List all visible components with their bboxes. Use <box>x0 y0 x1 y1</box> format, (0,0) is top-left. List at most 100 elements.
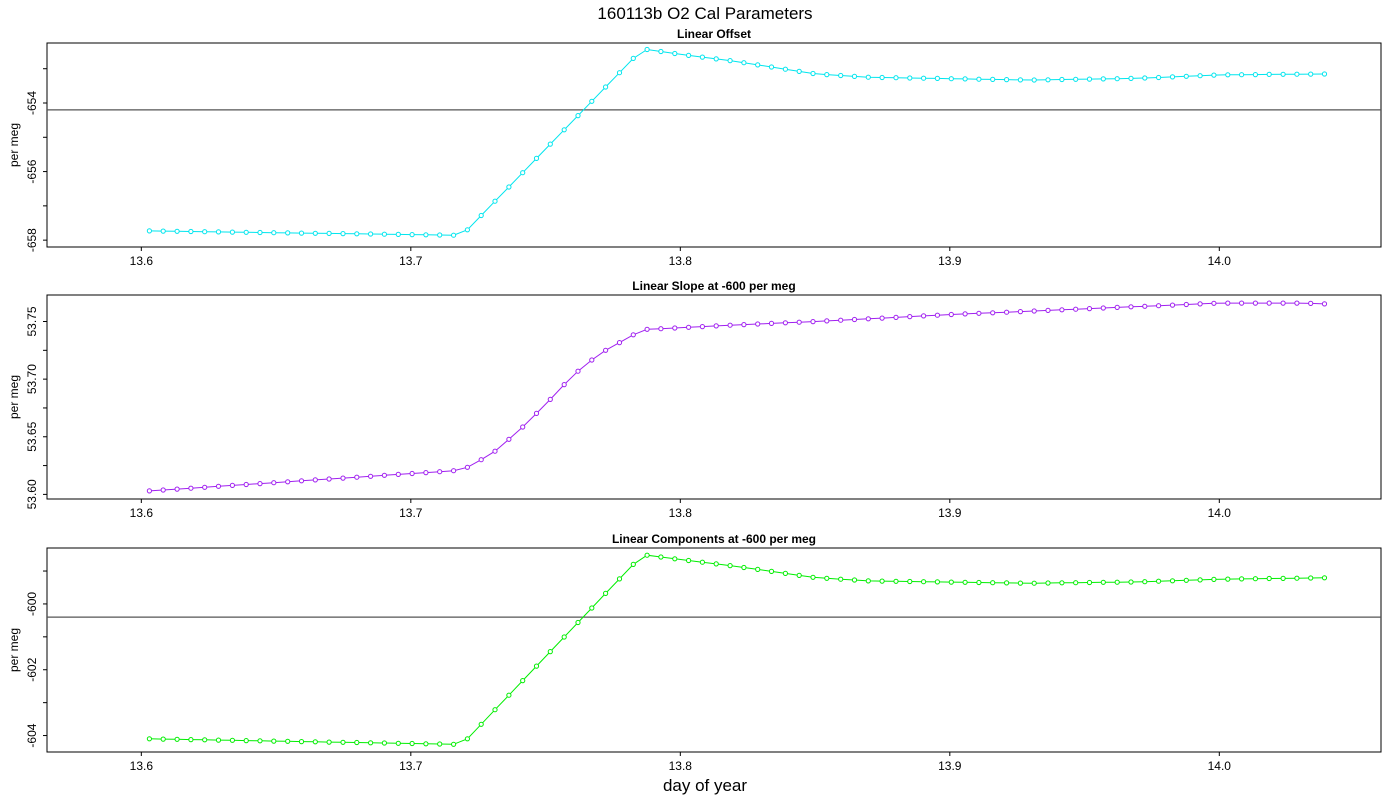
data-point <box>188 228 194 235</box>
y-tick-label: -656 <box>25 159 39 183</box>
data-point <box>1266 71 1272 78</box>
data-point <box>1280 300 1286 306</box>
data-point <box>257 738 263 744</box>
data-point <box>423 741 429 747</box>
y-tick-label: -600 <box>25 592 39 616</box>
data-point <box>838 317 844 323</box>
data-point <box>257 481 263 487</box>
data-point <box>1252 72 1259 78</box>
data-point <box>948 311 954 318</box>
data-point <box>326 476 332 482</box>
data-point <box>1017 77 1024 83</box>
data-point <box>561 634 567 640</box>
data-point <box>727 563 733 569</box>
data-point <box>1308 300 1314 306</box>
data-point <box>451 468 457 474</box>
data-point <box>644 326 650 332</box>
data-point <box>520 678 526 684</box>
data-point <box>879 578 885 584</box>
plot-frame <box>46 294 1382 500</box>
data-point <box>810 574 816 580</box>
data-point <box>464 736 470 742</box>
data-point <box>589 605 595 611</box>
data-point <box>1252 300 1259 306</box>
x-tick-label: 13.8 <box>669 759 693 773</box>
data-point <box>934 579 941 585</box>
data-point <box>1252 576 1259 582</box>
data-point <box>368 740 374 746</box>
data-point <box>409 470 415 477</box>
data-point <box>1197 73 1203 79</box>
data-point <box>865 74 871 80</box>
data-point <box>492 707 498 713</box>
data-point <box>478 457 484 463</box>
data-point <box>423 232 429 238</box>
data-point <box>796 319 802 325</box>
data-point <box>1294 575 1300 581</box>
data-point <box>257 229 263 236</box>
data-point <box>990 580 996 586</box>
data-point <box>838 72 844 79</box>
data-point <box>215 229 222 235</box>
data-point <box>174 736 180 742</box>
data-point <box>658 48 664 55</box>
data-point <box>1142 579 1148 585</box>
data-point <box>575 113 581 119</box>
data-point <box>492 448 498 454</box>
data-point <box>1225 576 1231 582</box>
series-line <box>149 48 1325 236</box>
data-point <box>575 368 581 374</box>
data-point <box>533 410 540 416</box>
data-point <box>962 579 968 585</box>
data-point <box>1321 71 1328 77</box>
x-tick-label: 13.8 <box>669 506 693 520</box>
data-point <box>1239 576 1245 582</box>
data-point <box>1045 77 1051 83</box>
data-point <box>948 76 954 82</box>
data-point <box>340 231 346 237</box>
data-point <box>644 552 650 558</box>
data-point <box>630 55 636 62</box>
data-point <box>934 75 941 82</box>
data-point <box>851 577 858 583</box>
data-point <box>672 556 678 562</box>
data-point <box>838 576 844 582</box>
data-point <box>202 229 208 235</box>
data-point <box>1100 579 1106 585</box>
data-point <box>547 396 553 402</box>
data-point <box>395 740 401 746</box>
data-point <box>1004 580 1010 586</box>
data-point <box>686 324 692 330</box>
y-tick-label: 53.65 <box>25 421 39 451</box>
data-point <box>271 230 277 236</box>
data-point <box>1017 580 1024 586</box>
data-point <box>1225 72 1231 78</box>
data-point <box>616 340 623 346</box>
data-point <box>1004 77 1010 83</box>
data-point <box>160 736 166 742</box>
y-tick-label: -602 <box>25 657 39 681</box>
data-point <box>381 472 387 478</box>
data-point <box>146 228 152 234</box>
data-point <box>921 579 927 585</box>
data-point <box>851 73 858 80</box>
series-line <box>149 302 1325 492</box>
data-point <box>1114 304 1120 310</box>
data-point <box>243 481 249 488</box>
x-tick-label: 13.6 <box>130 506 154 520</box>
data-point <box>1225 300 1231 306</box>
data-point <box>755 321 761 327</box>
data-point <box>1156 74 1162 81</box>
x-axis-label: day of year <box>663 776 747 795</box>
data-point <box>1183 577 1189 583</box>
data-point <box>451 741 457 747</box>
y-tick-label: -658 <box>25 228 39 252</box>
data-point <box>589 98 595 104</box>
x-tick-label: 14.0 <box>1208 759 1232 773</box>
y-tick-label: -654 <box>25 91 39 115</box>
data-point <box>1266 300 1272 306</box>
data-point <box>285 479 291 485</box>
data-point <box>1211 576 1217 583</box>
data-point <box>395 231 401 237</box>
data-point <box>824 72 830 78</box>
